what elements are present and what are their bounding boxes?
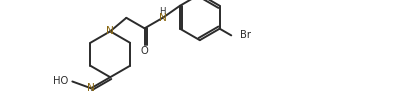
Text: N: N xyxy=(106,26,114,36)
Text: N: N xyxy=(158,13,166,23)
Text: H: H xyxy=(159,7,166,16)
Text: O: O xyxy=(140,46,148,56)
Text: HO: HO xyxy=(53,77,68,86)
Text: N: N xyxy=(87,83,95,93)
Text: Br: Br xyxy=(239,30,250,40)
